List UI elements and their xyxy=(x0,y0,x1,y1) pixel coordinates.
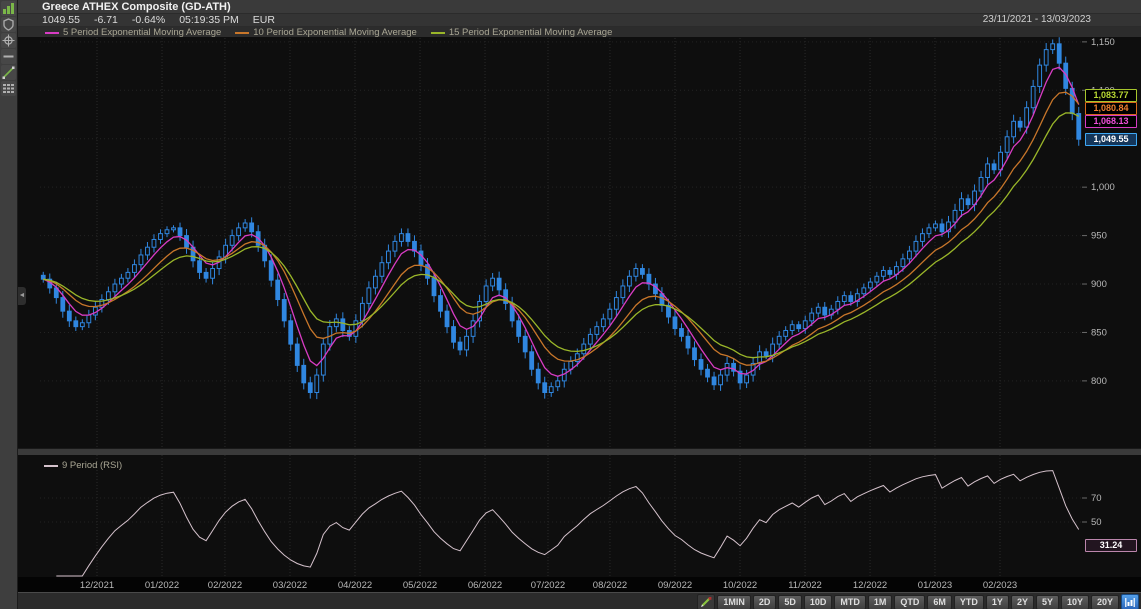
timeframe-button-mtd[interactable]: MTD xyxy=(834,594,866,609)
x-axis-tick: 05/2022 xyxy=(403,580,437,591)
gridlines xyxy=(40,38,1082,577)
title-row xyxy=(18,0,1141,14)
x-axis-tick: 06/2022 xyxy=(468,580,502,591)
y-axis-tick: 950 xyxy=(1091,231,1107,242)
y-axis-tick: 900 xyxy=(1091,279,1107,290)
legend-item-ema15[interactable]: 15 Period Exponential Moving Average xyxy=(430,27,613,38)
ema15-line xyxy=(43,112,1079,359)
ema15-swatch xyxy=(430,31,445,34)
timeframe-buttons: 1MIN 2D 5D 10D MTD 1M QTD 6M YTD 1Y 2Y 5Y 10Y 20Y xyxy=(697,594,1139,609)
x-axis-tick: 03/2022 xyxy=(273,580,307,591)
crosshair-icon[interactable] xyxy=(1,33,16,48)
timeframe-button-2d[interactable]: 2D xyxy=(752,594,777,609)
x-axis-tick: 11/2022 xyxy=(788,580,822,591)
legend-row xyxy=(18,27,1141,37)
legend-label: 15 Period Exponential Moving Average xyxy=(448,27,613,38)
timeframe-button-5y[interactable]: 5Y xyxy=(1035,594,1059,609)
price-change-pct: -0.64% xyxy=(131,14,166,26)
date-range: 23/11/2021 - 13/03/2023 xyxy=(982,14,1091,25)
x-axis-tick: 02/2022 xyxy=(208,580,242,591)
last-price-badge: 1,049.55 xyxy=(1085,133,1137,146)
price-change: -6.71 xyxy=(93,14,118,26)
ema5-price-badge: 1,068.13 xyxy=(1085,115,1137,128)
timeframe-button-1min[interactable]: 1MIN xyxy=(717,594,751,609)
timeframe-button-ytd[interactable]: YTD xyxy=(953,594,984,609)
timeframe-button-1y[interactable]: 1Y xyxy=(985,594,1009,609)
rsi-legend-label: 9 Period (RSI) xyxy=(62,460,123,471)
y-axis-tick: 850 xyxy=(1091,327,1107,338)
rsi-panel[interactable] xyxy=(18,455,1141,577)
bar-chart-icon[interactable] xyxy=(1,1,16,16)
currency-label: EUR xyxy=(252,14,275,26)
horizontal-line-icon[interactable] xyxy=(1,49,16,64)
quote-time: 05:19:35 PM xyxy=(179,14,239,26)
last-price: 1049.55 xyxy=(42,14,80,26)
timeframe-button-10y[interactable]: 10Y xyxy=(1060,594,1089,609)
legend-item-ema5[interactable]: 5 Period Exponential Moving Average xyxy=(45,27,221,38)
timeframe-button-qtd[interactable]: QTD xyxy=(894,594,926,609)
timeframe-button-6m[interactable]: 6M xyxy=(927,594,952,609)
rsi-axis-tick: 70 xyxy=(1091,493,1102,504)
legend-item-ema10[interactable]: 10 Period Exponential Moving Average xyxy=(235,27,417,38)
ema15-price-badge: 1,083.77 xyxy=(1085,89,1137,102)
collapse-panel-handle[interactable]: ◄ xyxy=(18,287,26,305)
legend-label: 10 Period Exponential Moving Average xyxy=(253,27,417,38)
grid-icon[interactable] xyxy=(1,81,16,96)
x-axis-tick: 04/2022 xyxy=(338,580,372,591)
x-axis-tick: 10/2022 xyxy=(723,580,757,591)
x-axis-tick: 08/2022 xyxy=(593,580,627,591)
rsi-axis-tick: 50 xyxy=(1091,517,1102,528)
x-axis-tick: 07/2022 xyxy=(531,580,565,591)
x-axis-strip xyxy=(18,577,1141,592)
x-axis-tick: 01/2022 xyxy=(145,580,179,591)
chart-settings-icon[interactable] xyxy=(1121,594,1139,609)
legend-label: 5 Period Exponential Moving Average xyxy=(63,27,222,38)
quote-row xyxy=(18,14,1141,27)
timeframe-button-5d[interactable]: 5D xyxy=(778,594,802,609)
ema10-price-badge: 1,080.84 xyxy=(1085,102,1137,115)
instrument-title: Greece ATHEX Composite (GD-ATH) xyxy=(42,1,231,13)
rsi-legend-item[interactable]: 9 Period (RSI) xyxy=(44,460,122,471)
ema10-swatch xyxy=(235,31,250,34)
ema10-line xyxy=(43,91,1080,366)
chart-header: Greece ATHEX Composite (GD-ATH) 1049.55 -… xyxy=(18,0,1141,38)
ema5-swatch xyxy=(45,31,59,34)
x-axis-tick: 12/2022 xyxy=(853,580,887,591)
y-axis-tick: 1,150 xyxy=(1091,37,1115,48)
candlesticks xyxy=(40,37,1082,400)
main-chart-panel[interactable] xyxy=(18,36,1141,448)
timeframe-toolbar: 1MIN 2D 5D 10D MTD 1M QTD 6M YTD 1Y 2Y 5Y 10Y 20Y xyxy=(18,592,1141,609)
x-axis-tick: 09/2022 xyxy=(658,580,692,591)
rsi-line xyxy=(56,470,1080,577)
quote-line: 1049.55 -6.71 -0.64% 05:19:35 PM EUR xyxy=(42,14,289,26)
x-axis-tick: 12/2021 xyxy=(80,580,114,591)
shield-icon[interactable] xyxy=(1,17,16,32)
ema5-line xyxy=(43,66,1080,377)
timeframe-button-1m[interactable]: 1M xyxy=(867,594,893,609)
y-axis-tick: 800 xyxy=(1091,376,1107,387)
timeframe-button-20y[interactable]: 20Y xyxy=(1090,594,1119,609)
x-axis-tick: 02/2023 xyxy=(983,580,1017,591)
indicator-legend: 5 Period Exponential Moving Average 10 Pe… xyxy=(45,27,612,38)
x-axis-tick: 01/2023 xyxy=(918,580,952,591)
timeframe-button-2y[interactable]: 2Y xyxy=(1010,594,1034,609)
timeframe-button-10d[interactable]: 10D xyxy=(803,594,833,609)
trendline-icon[interactable] xyxy=(1,65,16,80)
y-axis-tick: 1,000 xyxy=(1091,182,1115,193)
left-tool-rail xyxy=(0,0,18,609)
rsi-line-swatch xyxy=(44,464,58,467)
rsi-value-badge: 31.24 xyxy=(1085,539,1137,552)
draw-tool-icon[interactable] xyxy=(697,594,716,609)
